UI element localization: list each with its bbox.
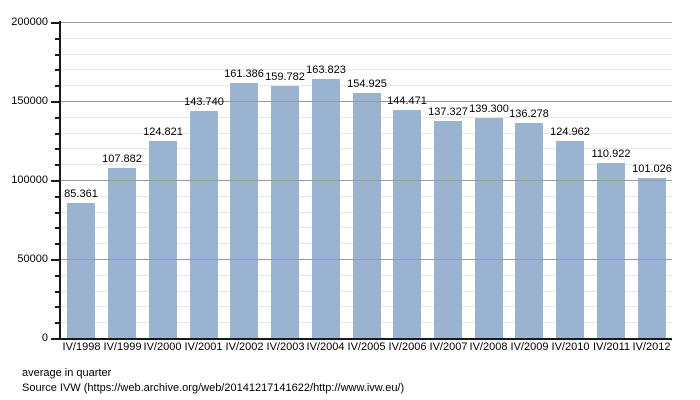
y-major-tick	[51, 338, 59, 340]
y-minor-tick	[55, 38, 59, 40]
y-axis-line	[59, 21, 61, 340]
bar-IV/2007	[434, 121, 462, 338]
y-minor-tick	[55, 227, 59, 229]
bar-IV/2003	[271, 86, 299, 338]
bar-value-label: 110.922	[591, 148, 631, 160]
minor-gridline	[61, 69, 672, 70]
y-minor-tick	[55, 212, 59, 214]
y-minor-tick	[55, 164, 59, 166]
x-axis-label: IV/2009	[510, 341, 549, 353]
x-axis-label: IV/2008	[469, 341, 508, 353]
bar-IV/2009	[515, 123, 543, 338]
y-minor-tick	[55, 117, 59, 119]
y-minor-tick	[55, 322, 59, 324]
y-minor-tick	[55, 54, 59, 56]
x-axis-label: IV/2005	[347, 341, 386, 353]
chart-caption: average in quarter	[22, 367, 112, 379]
y-major-tick	[51, 22, 59, 24]
y-axis-label: 50000	[17, 253, 48, 265]
y-axis-label: 150000	[11, 95, 48, 107]
y-minor-tick	[55, 306, 59, 308]
y-minor-tick	[55, 85, 59, 87]
bar-IV/2004	[312, 79, 340, 338]
bar-value-label: 161.386	[224, 68, 264, 80]
y-minor-tick	[55, 69, 59, 71]
y-major-tick	[51, 180, 59, 182]
minor-gridline	[61, 54, 672, 55]
x-axis-label: IV/1999	[103, 341, 142, 353]
x-axis-label: IV/2012	[632, 341, 671, 353]
bar-value-label: 137.327	[428, 106, 468, 118]
y-axis-label: 0	[41, 332, 48, 344]
x-axis-label: IV/2006	[388, 341, 427, 353]
major-gridline	[61, 22, 672, 23]
x-axis-label: IV/2007	[429, 341, 468, 353]
bar-value-label: 163.823	[306, 64, 346, 76]
bar-IV/2001	[190, 111, 218, 338]
y-axis-label: 200000	[11, 16, 48, 28]
bar-value-label: 136.278	[509, 108, 549, 120]
bar-IV/1999	[108, 168, 136, 338]
bar-value-label: 139.300	[469, 103, 509, 115]
x-axis-label: IV/2001	[184, 341, 223, 353]
x-axis-label: IV/2010	[551, 341, 590, 353]
y-minor-tick	[55, 243, 59, 245]
major-gridline	[61, 101, 672, 102]
bar-IV/2002	[230, 83, 258, 338]
bar-value-label: 154.925	[347, 78, 387, 90]
x-axis-label: IV/2000	[143, 341, 182, 353]
major-gridline	[61, 180, 672, 181]
y-minor-tick	[55, 148, 59, 150]
bar-IV/2005	[353, 93, 381, 338]
chart-source: Source IVW (https://web.archive.org/web/…	[22, 382, 405, 394]
y-major-tick	[51, 259, 59, 261]
y-axis-label: 100000	[11, 174, 48, 186]
y-minor-tick	[55, 133, 59, 135]
x-axis-label: IV/2002	[225, 341, 264, 353]
plot-area: 85.361 107.882 124.821 143.740 161.386 159.78…	[61, 22, 672, 338]
bar-value-label: 124.962	[550, 126, 590, 138]
bar-IV/1998	[67, 203, 95, 338]
x-axis-label: IV/2003	[266, 341, 305, 353]
bar-value-label: 143.740	[184, 96, 224, 108]
bar-value-label: 101.026	[632, 163, 672, 175]
y-major-tick	[51, 101, 59, 103]
bar-IV/2010	[556, 141, 584, 338]
x-axis-line	[59, 338, 672, 340]
bar-value-label: 159.782	[265, 71, 305, 83]
x-axis-label: IV/2004	[306, 341, 345, 353]
bar-value-label: 124.821	[143, 126, 183, 138]
minor-gridline	[61, 85, 672, 86]
major-gridline	[61, 259, 672, 260]
bar-IV/2008	[475, 118, 503, 338]
minor-gridline	[61, 38, 672, 39]
bar-IV/2006	[393, 110, 421, 338]
bar-IV/2000	[149, 141, 177, 338]
x-axis-label: IV/1998	[62, 341, 101, 353]
bar-value-label: 85.361	[64, 188, 98, 200]
bar-value-label: 144.471	[387, 95, 427, 107]
bar-IV/2012	[638, 178, 666, 338]
bar-IV/2011	[597, 163, 625, 338]
bar-value-label: 107.882	[102, 153, 142, 165]
y-minor-tick	[55, 196, 59, 198]
y-minor-tick	[55, 275, 59, 277]
y-minor-tick	[55, 291, 59, 293]
x-axis-label: IV/2011	[592, 341, 631, 353]
